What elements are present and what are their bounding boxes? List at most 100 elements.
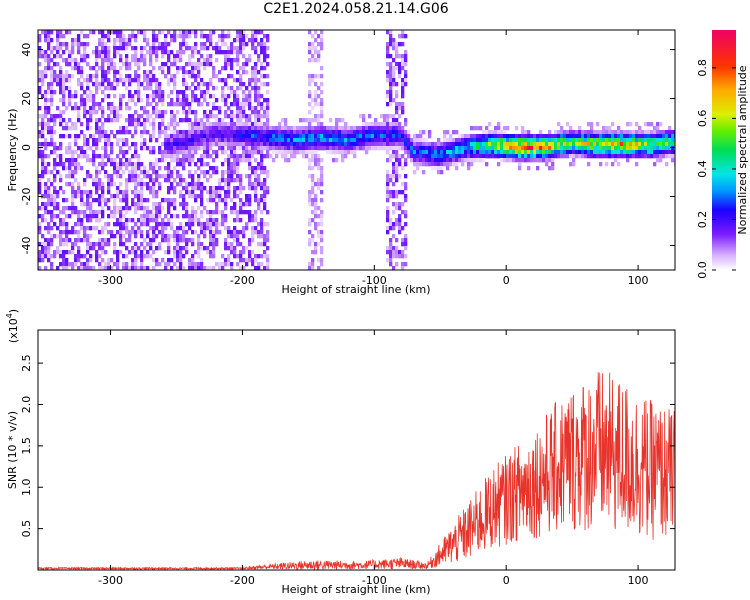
heatmap-cell — [659, 146, 663, 151]
heatmap-cell — [107, 158, 111, 163]
heatmap-cell — [365, 150, 369, 155]
heatmap-cell — [152, 98, 156, 103]
heatmap-cell — [443, 162, 447, 167]
heatmap-cell — [95, 46, 99, 51]
heatmap-cell — [62, 198, 66, 203]
heatmap-cell — [386, 78, 390, 83]
heatmap-cell — [338, 138, 342, 143]
heatmap-cell — [185, 158, 189, 163]
heatmap-cell — [230, 66, 234, 71]
heatmap-cell — [314, 142, 318, 147]
heatmap-cell — [662, 134, 666, 139]
heatmap-cell — [77, 154, 81, 159]
heatmap-cell — [221, 254, 225, 259]
heatmap-cell — [308, 238, 312, 243]
heatmap-cell — [41, 218, 45, 223]
heatmap-cell — [506, 126, 510, 131]
heatmap-cell — [656, 130, 660, 135]
heatmap-cell — [344, 150, 348, 155]
heatmap-cell — [188, 162, 192, 167]
heatmap-cell — [305, 134, 309, 139]
heatmap-cell — [83, 262, 87, 267]
heatmap-cell — [248, 102, 252, 107]
heatmap-cell — [587, 122, 591, 127]
heatmap-cell — [431, 142, 435, 147]
heatmap-cell — [62, 118, 66, 123]
heatmap-cell — [308, 58, 312, 63]
heatmap-cell — [98, 138, 102, 143]
heatmap-cell — [230, 178, 234, 183]
heatmap-cell — [143, 126, 147, 131]
heatmap-cell — [665, 138, 669, 143]
heatmap-cell — [116, 46, 120, 51]
heatmap-cell — [197, 130, 201, 135]
heatmap-cell — [473, 150, 477, 155]
heatmap-cell — [599, 134, 603, 139]
heatmap-cell — [200, 62, 204, 67]
heatmap-cell — [548, 150, 552, 155]
heatmap-cell — [86, 206, 90, 211]
heatmap-cell — [293, 142, 297, 147]
heatmap-cell — [638, 150, 642, 155]
heatmap-cell — [125, 78, 129, 83]
heatmap-cell — [152, 170, 156, 175]
heatmap-cell — [89, 206, 93, 211]
heatmap-cell — [200, 266, 204, 270]
heatmap-cell — [362, 122, 366, 127]
heatmap-cell — [386, 102, 390, 107]
heatmap-cell — [125, 182, 129, 187]
heatmap-cell — [167, 42, 171, 47]
heatmap-cell — [74, 178, 78, 183]
heatmap-cell — [101, 110, 105, 115]
heatmap-cell — [392, 138, 396, 143]
heatmap-cell — [104, 262, 108, 267]
heatmap-cell — [71, 158, 75, 163]
heatmap-cell — [83, 226, 87, 231]
heatmap-cell — [521, 134, 525, 139]
heatmap-cell — [206, 162, 210, 167]
heatmap-cell — [173, 202, 177, 207]
heatmap-cell — [170, 170, 174, 175]
heatmap-cell — [95, 154, 99, 159]
heatmap-cell — [608, 154, 612, 159]
heatmap-cell — [110, 102, 114, 107]
heatmap-cell — [242, 258, 246, 263]
heatmap-cell — [233, 170, 237, 175]
heatmap-cell — [50, 210, 54, 215]
heatmap-cell — [77, 266, 81, 270]
heatmap-cell — [134, 38, 138, 43]
heatmap-cell — [197, 242, 201, 247]
heatmap-cell — [140, 50, 144, 55]
heatmap-cell — [392, 170, 396, 175]
heatmap-cell — [311, 150, 315, 155]
heatmap-cell — [386, 138, 390, 143]
heatmap-cell — [260, 158, 264, 163]
heatmap-cell — [233, 58, 237, 63]
heatmap-cell — [122, 198, 126, 203]
heatmap-cell — [404, 242, 408, 247]
heatmap-cell — [635, 146, 639, 151]
heatmap-cell — [392, 190, 396, 195]
heatmap-cell — [98, 210, 102, 215]
heatmap-cell — [389, 138, 393, 143]
heatmap-cell — [362, 114, 366, 119]
heatmap-cell — [89, 266, 93, 270]
heatmap-cell — [113, 210, 117, 215]
heatmap-cell — [368, 138, 372, 143]
heatmap-cell — [62, 110, 66, 115]
heatmap-cell — [614, 130, 618, 135]
heatmap-cell — [146, 174, 150, 179]
heatmap-cell — [134, 182, 138, 187]
heatmap-cell — [641, 146, 645, 151]
heatmap-cell — [62, 258, 66, 263]
heatmap-cell — [344, 146, 348, 151]
heatmap-cell — [284, 158, 288, 163]
heatmap-cell — [314, 126, 318, 131]
heatmap-cell — [164, 46, 168, 51]
heatmap-cell — [125, 162, 129, 167]
heatmap-cell — [173, 126, 177, 131]
heatmap-cell — [485, 146, 489, 151]
heatmap-cell — [185, 94, 189, 99]
heatmap-cell — [389, 82, 393, 87]
heatmap-cell — [83, 182, 87, 187]
